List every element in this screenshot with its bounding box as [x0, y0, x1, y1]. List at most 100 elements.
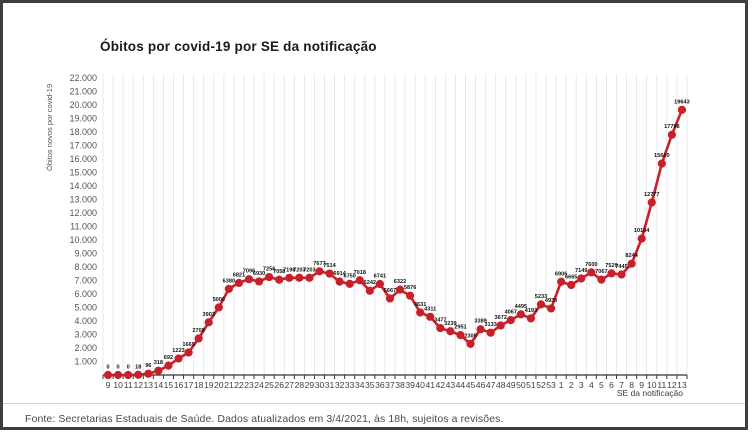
data-point: [486, 328, 495, 337]
data-label: 5233: [535, 294, 547, 300]
data-point: [587, 268, 596, 277]
data-label: 1223: [172, 348, 184, 354]
data-point: [204, 318, 213, 327]
x-tick-label: 26: [274, 380, 284, 390]
data-label: 5006: [213, 297, 225, 303]
x-tick-label: 34: [355, 380, 365, 390]
data-point: [466, 339, 475, 348]
data-label: 5876: [404, 285, 416, 291]
x-tick-label: 25: [264, 380, 274, 390]
data-point: [335, 277, 344, 286]
data-point: [516, 310, 525, 319]
data-point: [617, 270, 626, 279]
x-tick-label: 11: [124, 380, 133, 390]
footer-separator: [3, 403, 745, 404]
data-point: [557, 277, 566, 286]
x-tick-label: 3: [579, 380, 584, 390]
x-tick-label: 48: [496, 380, 506, 390]
x-tick-label: 51: [526, 380, 536, 390]
x-tick-label: 18: [194, 380, 204, 390]
x-tick-label: 10: [647, 380, 657, 390]
x-tick-label: 40: [415, 380, 425, 390]
data-label: 6906: [555, 271, 567, 277]
data-label: 96: [145, 363, 151, 369]
data-point: [214, 303, 223, 312]
y-tick-label: 13.000: [69, 195, 97, 205]
data-point: [244, 275, 254, 284]
x-tick-label: 47: [486, 380, 496, 390]
data-point: [577, 274, 586, 283]
x-tick-label: 21: [224, 380, 234, 390]
data-label: 5667: [384, 288, 396, 294]
x-tick-label: 49: [506, 380, 516, 390]
x-tick-label: 6: [609, 380, 614, 390]
data-point: [667, 130, 676, 139]
x-tick-label: 19: [204, 380, 214, 390]
data-point: [285, 273, 294, 282]
data-label: 7203: [293, 267, 305, 273]
data-point: [103, 370, 113, 380]
y-tick-label: 22.000: [69, 73, 97, 83]
data-point: [416, 308, 425, 317]
data-label: 17798: [664, 124, 680, 130]
data-point: [627, 259, 636, 268]
data-label: 7149: [575, 268, 587, 274]
data-label: 7058: [273, 269, 285, 275]
data-point: [526, 314, 536, 323]
x-tick-label: 44: [456, 380, 466, 390]
x-tick-label: 50: [516, 380, 526, 390]
data-label: 692: [164, 355, 173, 361]
data-label: 6665: [565, 275, 577, 281]
data-point: [164, 361, 173, 370]
data-label: 8244: [625, 253, 638, 259]
x-tick-label: 53: [546, 380, 556, 390]
x-tick-label: 23: [244, 380, 254, 390]
data-label: 6242: [364, 280, 376, 286]
data-label: 318: [154, 360, 163, 366]
x-tick-label: 52: [536, 380, 546, 390]
y-tick-label: 12.000: [69, 208, 97, 218]
data-label: 2951: [454, 325, 466, 331]
x-tick-label: 41: [425, 380, 435, 390]
y-tick-label: 2.000: [74, 343, 97, 353]
x-tick-label: 5: [599, 380, 604, 390]
data-point: [154, 366, 163, 375]
y-tick-label: 16.000: [69, 154, 97, 164]
data-label: 7529: [605, 263, 617, 269]
data-label: 3903: [202, 312, 214, 318]
data-label: 0: [117, 365, 120, 371]
y-tick-label: 20.000: [69, 100, 97, 110]
y-tick-label: 10.000: [69, 235, 97, 245]
x-tick-label: 46: [476, 380, 486, 390]
data-label: 3672: [494, 315, 506, 321]
x-tick-label: 11: [657, 380, 666, 390]
data-point: [355, 276, 364, 285]
data-label: 7203: [303, 267, 315, 273]
data-label: 19643: [674, 99, 690, 105]
x-tick-label: 29: [305, 380, 315, 390]
data-point: [224, 284, 233, 293]
data-point: [385, 294, 395, 303]
data-label: 4631: [414, 302, 426, 308]
x-tick-label: 15: [164, 380, 174, 390]
chart-title: Óbitos por covid-19 por SE da notificaçã…: [100, 39, 377, 54]
x-tick-label: 22: [234, 380, 244, 390]
data-point: [134, 370, 143, 379]
data-point: [295, 273, 304, 282]
x-tick-label: 42: [436, 380, 446, 390]
data-label: 1669: [182, 342, 194, 348]
x-tick-label: 20: [214, 380, 224, 390]
data-point: [637, 234, 646, 243]
x-tick-label: 16: [174, 380, 184, 390]
data-label: 18: [135, 364, 141, 370]
data-point: [194, 334, 203, 343]
x-tick-label: 43: [446, 380, 456, 390]
x-tick-label: 33: [345, 380, 355, 390]
data-label: 3477: [434, 318, 446, 324]
data-label: 7198: [283, 267, 295, 273]
data-label: 7256: [263, 267, 275, 273]
line-chart: 22.00021.00020.00019.00018.00017.00016.0…: [69, 73, 690, 390]
data-label: 7514: [323, 263, 336, 269]
x-tick-label: 30: [315, 380, 325, 390]
x-tick-label: 14: [154, 380, 164, 390]
